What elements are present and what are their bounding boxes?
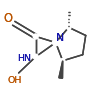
Text: O: O	[3, 12, 12, 25]
Polygon shape	[59, 61, 62, 78]
Text: HN: HN	[17, 54, 31, 63]
Circle shape	[33, 34, 38, 39]
Text: O: O	[3, 12, 12, 25]
Circle shape	[52, 40, 59, 46]
Circle shape	[66, 26, 71, 30]
Polygon shape	[59, 61, 62, 78]
Circle shape	[60, 59, 65, 63]
Text: N: N	[55, 33, 64, 43]
Text: OH: OH	[7, 76, 22, 85]
Text: OH: OH	[7, 76, 22, 85]
Circle shape	[33, 55, 38, 60]
Text: HN: HN	[17, 54, 31, 63]
Text: N: N	[55, 33, 64, 43]
